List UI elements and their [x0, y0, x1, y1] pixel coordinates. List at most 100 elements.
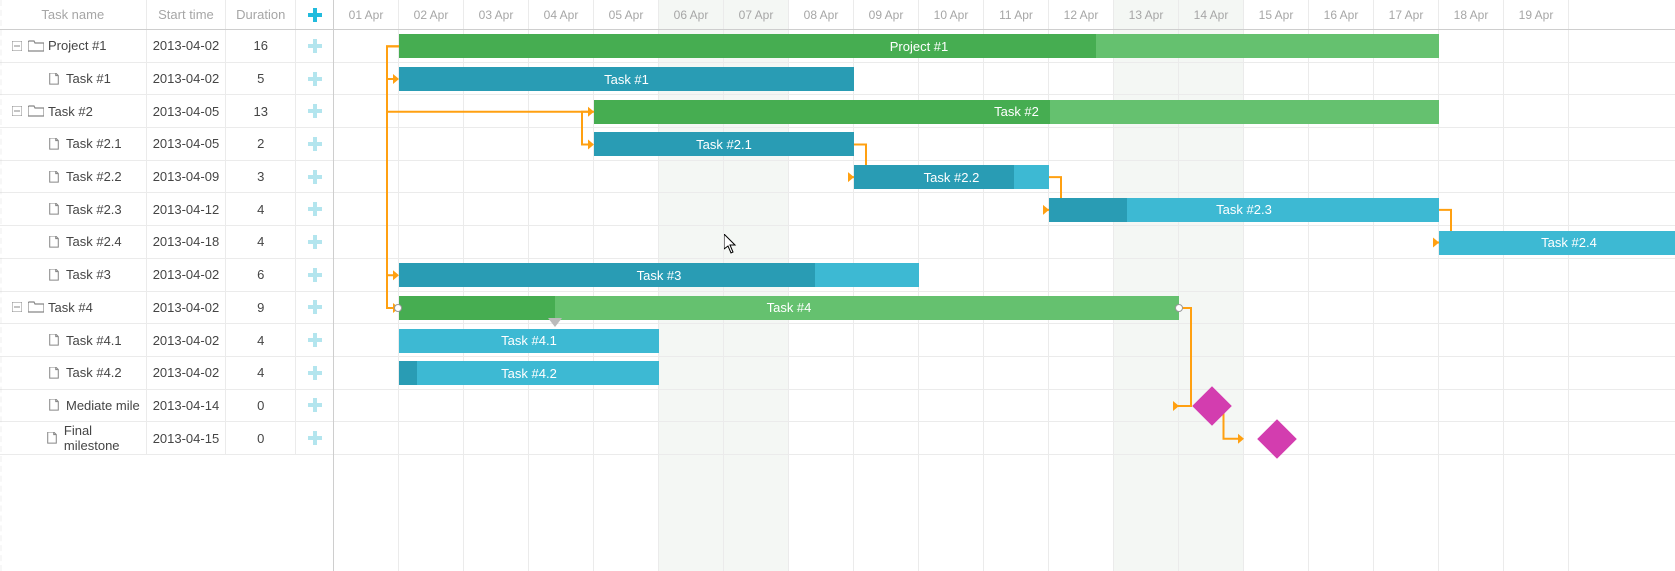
grid-row[interactable]: Task #4.12013-04-024 — [0, 324, 333, 357]
grid-row[interactable]: Mediate mile2013-04-140 — [0, 390, 333, 423]
add-subtask-button[interactable] — [307, 169, 323, 185]
progress-fill[interactable] — [1049, 198, 1127, 222]
add-subtask-button[interactable] — [307, 71, 323, 87]
grid-row[interactable]: Project #12013-04-0216 — [0, 30, 333, 63]
grid-header: Task name Start time Duration — [0, 0, 333, 30]
day-header[interactable]: 17 Apr — [1374, 0, 1439, 29]
add-task-header-button[interactable] — [307, 7, 323, 23]
add-subtask-button[interactable] — [307, 430, 323, 446]
cell-add — [296, 30, 333, 62]
day-header[interactable]: 11 Apr — [984, 0, 1049, 29]
grid-row[interactable]: Task #42013-04-029 — [0, 292, 333, 325]
progress-fill[interactable] — [399, 263, 815, 287]
project-bar[interactable]: Task #2 — [594, 100, 1439, 124]
day-header[interactable]: 18 Apr — [1439, 0, 1504, 29]
day-header[interactable]: 08 Apr — [789, 0, 854, 29]
cell-duration: 4 — [226, 324, 296, 356]
task-name-text: Task #2.2 — [66, 169, 122, 184]
day-header[interactable]: 03 Apr — [464, 0, 529, 29]
folder-icon — [28, 299, 44, 315]
grid-row[interactable]: Task #22013-04-0513 — [0, 95, 333, 128]
project-bar[interactable]: Project #1 — [399, 34, 1439, 58]
add-subtask-button[interactable] — [307, 234, 323, 250]
project-handle-left[interactable] — [394, 304, 402, 312]
task-name-text: Task #2.1 — [66, 136, 122, 151]
cell-duration: 5 — [226, 63, 296, 95]
bar-label: Project #1 — [890, 39, 949, 54]
grid-row[interactable]: Task #2.42013-04-184 — [0, 226, 333, 259]
header-start-time[interactable]: Start time — [147, 0, 227, 29]
add-subtask-button[interactable] — [307, 201, 323, 217]
progress-fill[interactable] — [399, 361, 417, 385]
day-header[interactable]: 13 Apr — [1114, 0, 1179, 29]
folder-icon — [28, 38, 44, 54]
cell-add — [296, 161, 333, 193]
progress-drag-handle[interactable] — [548, 318, 562, 327]
task-name-text: Task #1 — [66, 71, 111, 86]
cell-duration: 4 — [226, 226, 296, 258]
grid-row[interactable]: Task #2.32013-04-124 — [0, 193, 333, 226]
collapse-toggle[interactable] — [10, 39, 24, 53]
collapse-toggle[interactable] — [10, 300, 24, 314]
project-bar[interactable]: Task #4 — [399, 296, 1179, 320]
progress-fill[interactable] — [399, 296, 555, 320]
bar-label: Task #2.2 — [924, 170, 980, 185]
add-subtask-button[interactable] — [307, 332, 323, 348]
day-header[interactable]: 14 Apr — [1179, 0, 1244, 29]
task-name-text: Final milestone — [64, 423, 146, 453]
cell-duration: 4 — [226, 357, 296, 389]
cell-duration: 16 — [226, 30, 296, 62]
cell-duration: 9 — [226, 292, 296, 324]
day-header[interactable]: 19 Apr — [1504, 0, 1569, 29]
grid-row[interactable]: Task #32013-04-026 — [0, 259, 333, 292]
task-bar[interactable]: Task #3 — [399, 263, 919, 287]
task-name-text: Project #1 — [48, 38, 107, 53]
day-header[interactable]: 02 Apr — [399, 0, 464, 29]
grid-row[interactable]: Task #4.22013-04-024 — [0, 357, 333, 390]
grid-row[interactable]: Task #12013-04-025 — [0, 63, 333, 96]
timeline-header: 01 Apr02 Apr03 Apr04 Apr05 Apr06 Apr07 A… — [334, 0, 1675, 30]
task-bar[interactable]: Task #2.4 — [1439, 231, 1675, 255]
add-subtask-button[interactable] — [307, 267, 323, 283]
day-header[interactable]: 12 Apr — [1049, 0, 1114, 29]
task-bar[interactable]: Task #2.1 — [594, 132, 854, 156]
day-header[interactable]: 04 Apr — [529, 0, 594, 29]
header-duration[interactable]: Duration — [226, 0, 296, 29]
day-header[interactable]: 06 Apr — [659, 0, 724, 29]
cell-task-name: Task #2.4 — [0, 226, 147, 258]
cell-start-time: 2013-04-02 — [147, 259, 227, 291]
timeline-body[interactable]: Project #1 Task #1 Task #2 Task #2.1 Task #2… — [334, 30, 1675, 571]
day-header[interactable]: 09 Apr — [854, 0, 919, 29]
header-task-name[interactable]: Task name — [0, 0, 147, 29]
cell-duration: 13 — [226, 95, 296, 127]
collapse-toggle[interactable] — [10, 104, 24, 118]
add-subtask-button[interactable] — [307, 299, 323, 315]
task-bar[interactable]: Task #1 — [399, 67, 854, 91]
grid-row[interactable]: Task #2.22013-04-093 — [0, 161, 333, 194]
cell-duration: 0 — [226, 390, 296, 422]
day-header[interactable]: 01 Apr — [334, 0, 399, 29]
add-subtask-button[interactable] — [307, 136, 323, 152]
add-subtask-button[interactable] — [307, 365, 323, 381]
add-subtask-button[interactable] — [307, 38, 323, 54]
task-bar[interactable]: Task #4.1 — [399, 329, 659, 353]
progress-fill[interactable] — [594, 100, 1050, 124]
day-header[interactable]: 16 Apr — [1309, 0, 1374, 29]
day-header[interactable]: 10 Apr — [919, 0, 984, 29]
progress-fill[interactable] — [399, 34, 1096, 58]
cell-add — [296, 128, 333, 160]
task-bar[interactable]: Task #2.3 — [1049, 198, 1439, 222]
grid-resize-handle[interactable] — [0, 0, 4, 571]
day-header[interactable]: 07 Apr — [724, 0, 789, 29]
project-handle-right[interactable] — [1175, 304, 1183, 312]
day-header[interactable]: 05 Apr — [594, 0, 659, 29]
cell-add — [296, 357, 333, 389]
day-header[interactable]: 15 Apr — [1244, 0, 1309, 29]
grid-row[interactable]: Final milestone2013-04-150 — [0, 422, 333, 455]
timeline-row — [334, 390, 1675, 423]
task-bar[interactable]: Task #2.2 — [854, 165, 1049, 189]
add-subtask-button[interactable] — [307, 103, 323, 119]
grid-row[interactable]: Task #2.12013-04-052 — [0, 128, 333, 161]
add-subtask-button[interactable] — [307, 397, 323, 413]
task-bar[interactable]: Task #4.2 — [399, 361, 659, 385]
